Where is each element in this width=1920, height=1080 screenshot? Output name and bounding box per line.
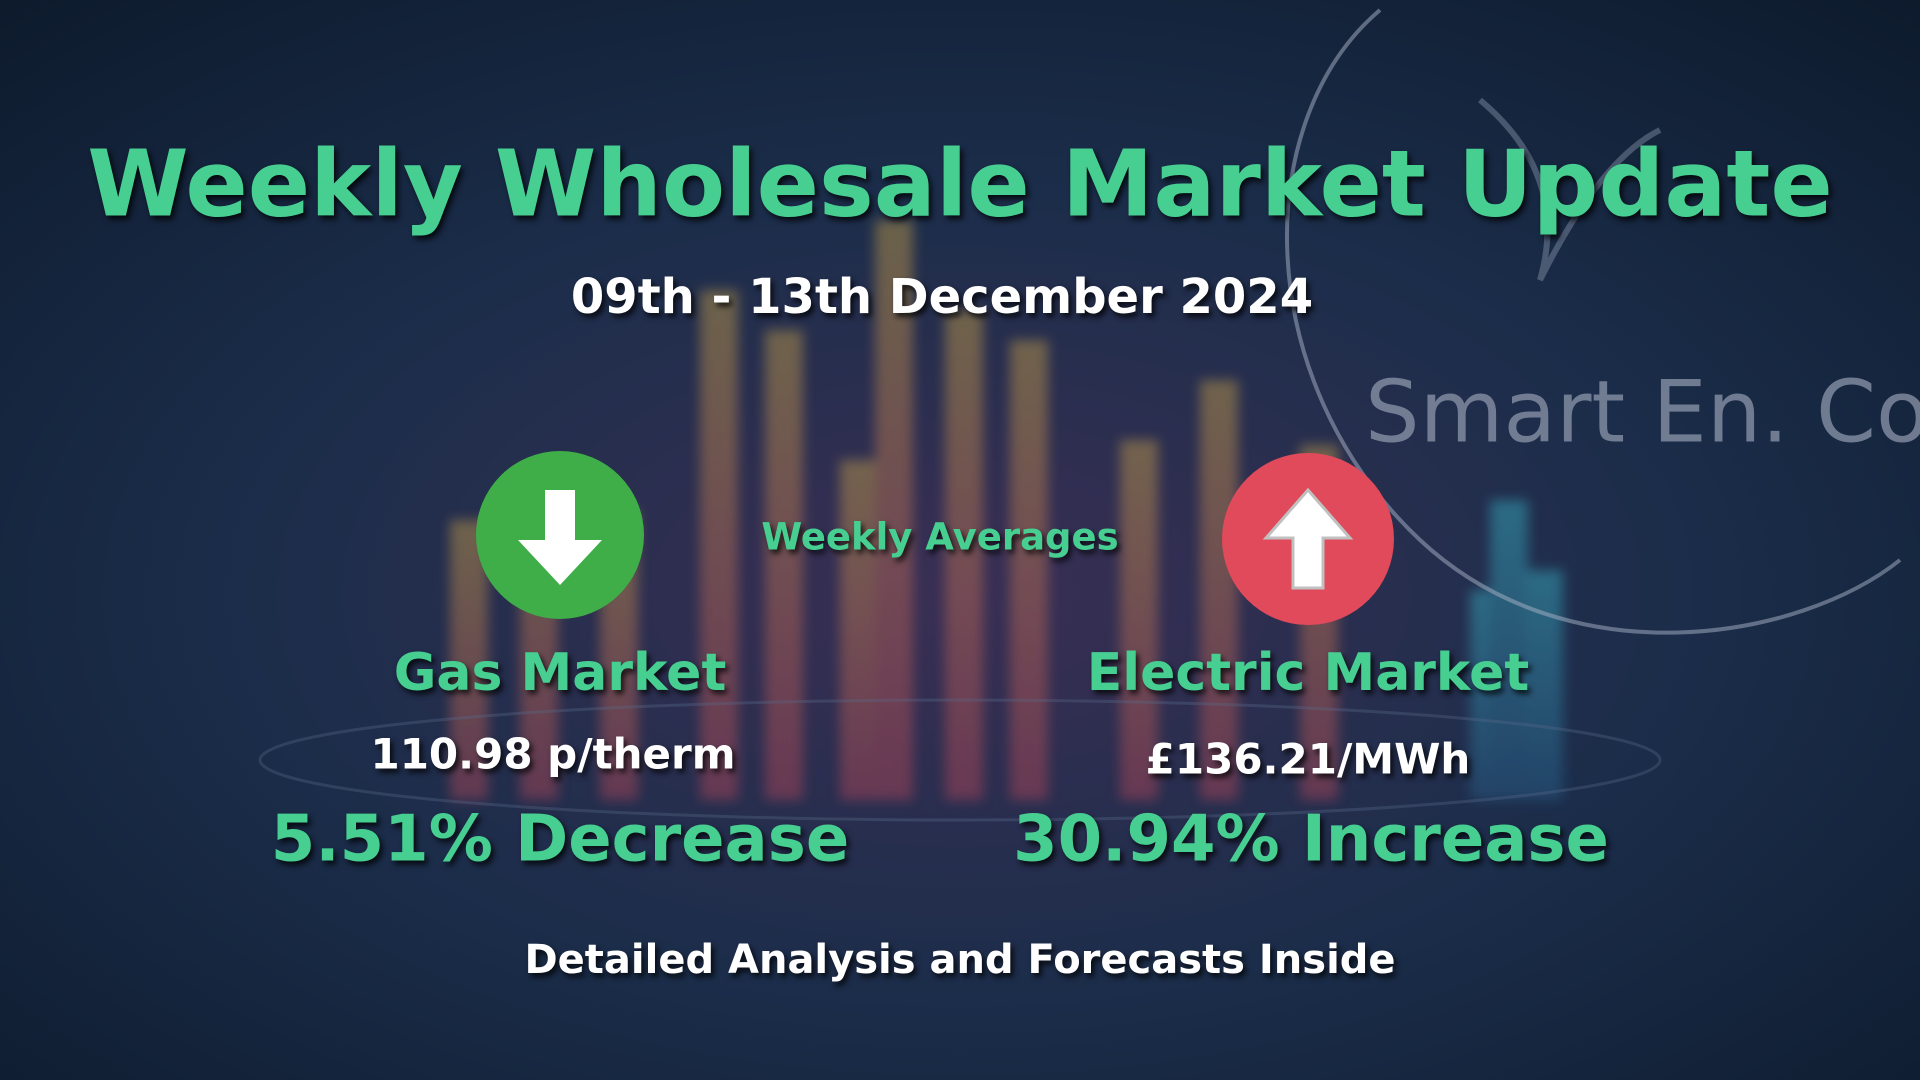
footer: Detailed Analysis and Forecasts Inside — [524, 937, 1395, 983]
down-arrow — [518, 490, 602, 585]
averages-label: Weekly Averages — [761, 516, 1118, 559]
logo-swoosh — [1285, 8, 1902, 635]
gas-name: Gas Market — [394, 643, 727, 703]
up-arrow — [1262, 487, 1354, 590]
logo-leaf — [1478, 97, 1662, 282]
platform-ring — [258, 698, 1662, 822]
logo-text: Smart En. Co — [1365, 362, 1920, 462]
gas-change: 5.51% Decrease — [271, 803, 849, 877]
electric-change: 30.94% Increase — [1013, 803, 1609, 877]
gas-price: 110.98 p/therm — [370, 730, 735, 779]
electric-price: £136.21/MWh — [1146, 735, 1471, 784]
electric-name: Electric Market — [1087, 643, 1529, 703]
subtitle: 09th - 13th December 2024 — [571, 269, 1313, 325]
title: Weekly Wholesale Market Update — [87, 130, 1833, 237]
